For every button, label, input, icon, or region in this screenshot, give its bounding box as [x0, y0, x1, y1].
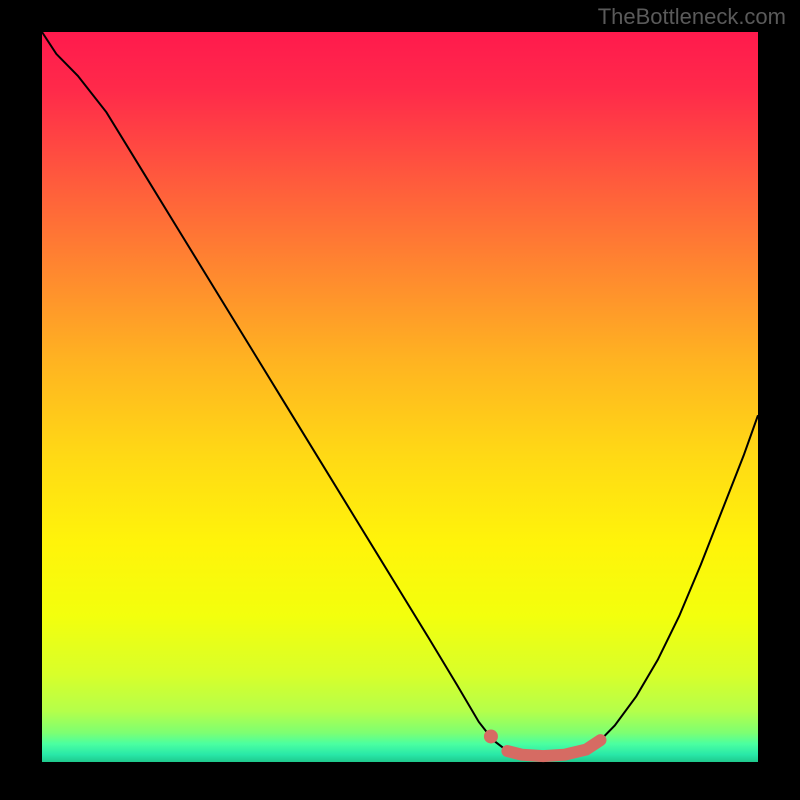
- bottleneck-chart: [0, 0, 800, 800]
- plot-background: [42, 32, 758, 762]
- watermark-text: TheBottleneck.com: [598, 4, 786, 30]
- optimal-point-marker: [484, 729, 498, 743]
